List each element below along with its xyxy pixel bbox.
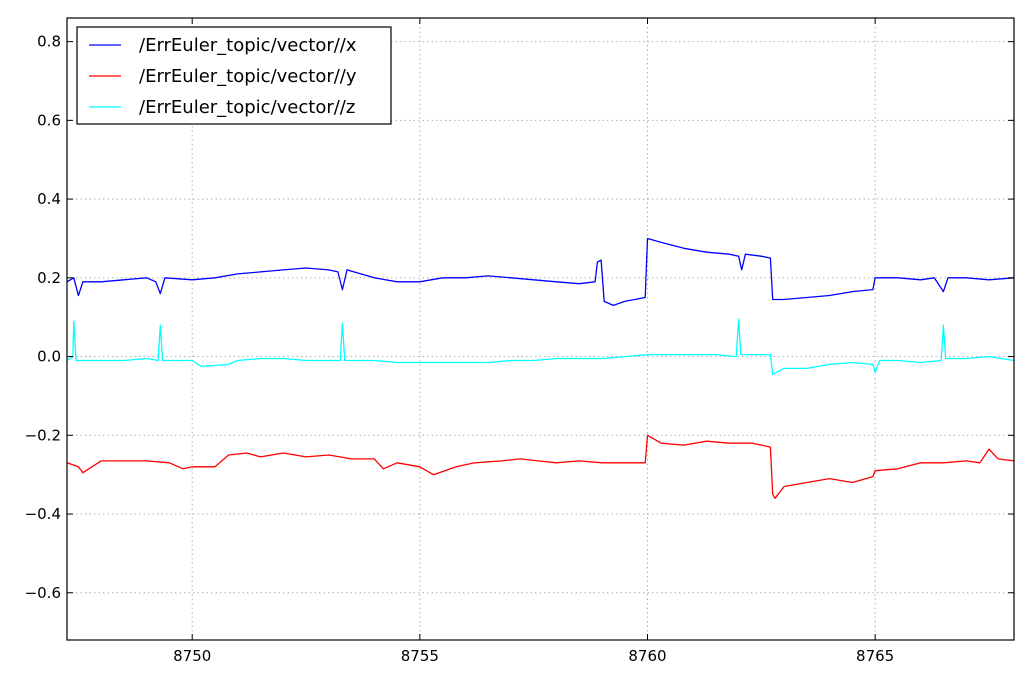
x-tick-label: 8765 bbox=[856, 647, 894, 665]
y-tick-label: 0.0 bbox=[37, 348, 61, 366]
x-tick-label: 8750 bbox=[173, 647, 211, 665]
series-lines bbox=[67, 237, 1014, 499]
y-tick-label: 0.6 bbox=[37, 111, 61, 129]
y-tick-label: 0.2 bbox=[37, 269, 61, 287]
legend: /ErrEuler_topic/vector//x/ErrEuler_topic… bbox=[76, 26, 392, 125]
x-tick-label: 8760 bbox=[628, 647, 666, 665]
y-tick-label: 0.4 bbox=[37, 190, 61, 208]
y-tick-label: 0.8 bbox=[37, 33, 61, 51]
legend-box bbox=[76, 26, 392, 125]
legend-label: /ErrEuler_topic/vector//x bbox=[139, 35, 357, 56]
y-tick-label: −0.4 bbox=[25, 505, 61, 523]
plot-frame bbox=[66, 17, 1015, 641]
series-line-x bbox=[67, 237, 1014, 307]
y-tick-label: −0.6 bbox=[25, 584, 61, 602]
legend-label: /ErrEuler_topic/vector//z bbox=[139, 97, 355, 118]
series-line-y bbox=[67, 434, 1014, 499]
x-tick-label: 8755 bbox=[401, 647, 439, 665]
series-line-z bbox=[67, 318, 1014, 375]
y-tick-label: −0.2 bbox=[25, 426, 61, 444]
legend-label: /ErrEuler_topic/vector//y bbox=[139, 66, 357, 87]
axis-ticks: 8750 8755 8760 8765 −0.6 −0.4 −0.2 0.0 0.2 0.4 0.6… bbox=[25, 18, 1014, 665]
